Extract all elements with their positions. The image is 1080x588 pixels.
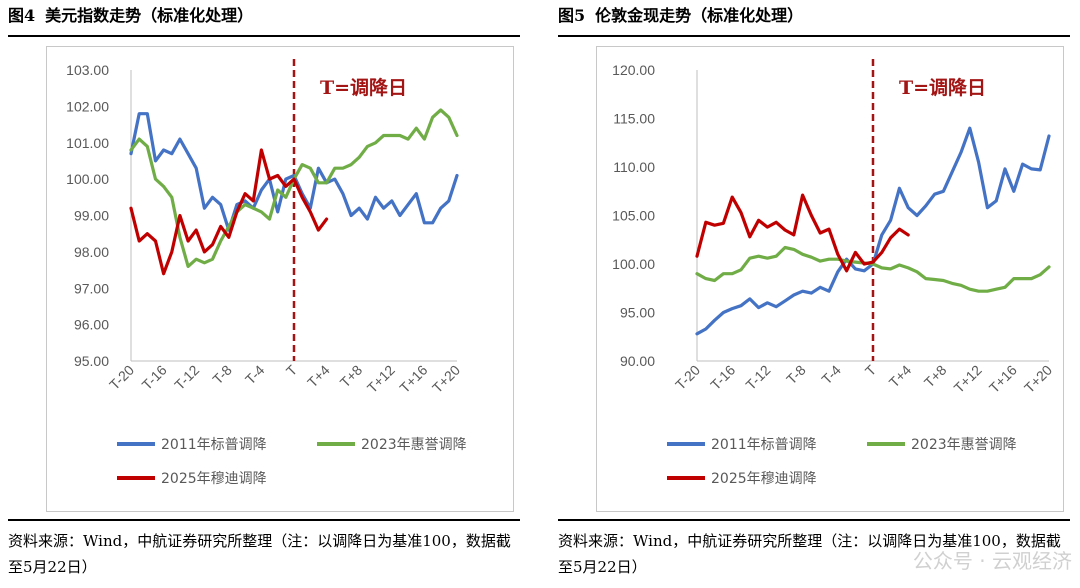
figure-title-text: 美元指数走势（标准化处理） <box>45 6 254 25</box>
source-rule <box>8 519 520 521</box>
y-tick-label: 110.00 <box>613 159 655 175</box>
y-tick-label: 96.00 <box>74 317 109 333</box>
x-tick-label: T+8 <box>921 362 950 391</box>
chart-frame: 95.00 96.00 97.00 98.00 99.00 100.00 101.00 102… <box>46 46 514 512</box>
gold-price-chart: 90.00 95.00 100.00 105.00 110.00 115.00 120.00… <box>612 59 1055 487</box>
x-tick-label: T+20 <box>429 362 463 396</box>
figure-title-text: 伦敦金现走势（标准化处理） <box>595 6 804 25</box>
series-line-2 <box>129 108 459 268</box>
y-tick-label: 115.00 <box>613 111 655 127</box>
figure-5-panel: 图5 伦敦金现走势（标准化处理） 90.00 95.00 100.00 105.00 11… <box>550 0 1080 588</box>
x-tick-label: T+20 <box>1021 362 1055 396</box>
x-tick-label: T+12 <box>951 362 985 396</box>
x-tick-label: T+16 <box>396 362 430 396</box>
source-rule <box>558 519 1070 521</box>
y-tick-label: 95.00 <box>74 353 109 369</box>
y-tick-label: 100.00 <box>612 256 655 272</box>
y-tick-label: 103.00 <box>66 62 109 78</box>
y-tick-label: 98.00 <box>74 244 109 260</box>
event-date-label: T=调降日 <box>320 76 407 99</box>
x-tick-label: T+4 <box>886 362 915 391</box>
y-tick-label: 102.00 <box>66 98 109 114</box>
x-tick-label: T <box>283 361 301 379</box>
title-rule <box>558 35 1070 37</box>
x-tick-label: T-12 <box>171 362 202 393</box>
x-tick-label: T-12 <box>742 362 773 393</box>
y-tick-label: 100.00 <box>66 171 109 187</box>
series-line-3 <box>695 193 910 273</box>
figure-4-panel: 图4 美元指数走势（标准化处理） 95.00 96.00 97.00 98.00 99.0… <box>0 0 530 588</box>
legend-label: 2023年惠誉调降 <box>361 437 467 453</box>
legend-label: 2023年惠誉调降 <box>911 437 1017 453</box>
figure-title: 图4 美元指数走势（标准化处理） <box>8 2 253 26</box>
x-tick-label: T-4 <box>242 362 268 388</box>
x-tick-label: T <box>862 361 880 379</box>
x-tick-label: T+16 <box>986 362 1020 396</box>
x-tick-label: T+8 <box>337 362 366 391</box>
x-tick-label: T-16 <box>707 362 738 393</box>
usd-index-chart: 95.00 96.00 97.00 98.00 99.00 100.00 101.00 102… <box>66 59 467 487</box>
x-tick-label: T-8 <box>209 362 235 388</box>
x-tick-label: T-20 <box>672 362 703 393</box>
y-tick-label: 105.00 <box>612 208 655 224</box>
x-tick-label: T-4 <box>818 362 844 388</box>
y-tick-label: 99.00 <box>74 208 109 224</box>
y-tick-label: 97.00 <box>74 280 109 296</box>
x-tick-label: T+4 <box>304 362 333 391</box>
x-tick-label: T-8 <box>783 362 809 388</box>
event-date-label: T=调降日 <box>899 76 986 99</box>
watermark: 公众号 · 云观经济 <box>912 549 1072 573</box>
legend-label: 2025年穆迪调降 <box>711 471 817 487</box>
chart-frame: 90.00 95.00 100.00 105.00 110.00 115.00 120.00… <box>596 46 1064 512</box>
y-tick-label: 95.00 <box>620 305 655 321</box>
legend-label: 2025年穆迪调降 <box>161 471 267 487</box>
figure-number: 图5 <box>558 6 586 25</box>
y-tick-label: 120.00 <box>612 62 655 78</box>
legend-label: 2011年标普调降 <box>711 437 817 453</box>
source-note: 资料来源：Wind，中航证券研究所整理（注：以调降日为基准100，数据截至5月2… <box>8 532 511 576</box>
figure-number: 图4 <box>8 6 36 25</box>
figure-title: 图5 伦敦金现走势（标准化处理） <box>558 2 803 26</box>
series-line-3 <box>129 148 329 276</box>
y-tick-label: 101.00 <box>66 135 109 151</box>
title-rule <box>8 35 520 37</box>
series-line-2 <box>695 245 1051 293</box>
source-note: 资料来源：Wind，中航证券研究所整理（注：以调降日为基准100，数据截至5月2… <box>558 532 1061 576</box>
y-tick-label: 90.00 <box>620 353 655 369</box>
x-tick-label: T-20 <box>106 362 137 393</box>
x-tick-label: T-16 <box>139 362 170 393</box>
x-tick-label: T+12 <box>364 362 398 396</box>
series-line-1 <box>129 112 459 232</box>
legend-label: 2011年标普调降 <box>161 437 267 453</box>
